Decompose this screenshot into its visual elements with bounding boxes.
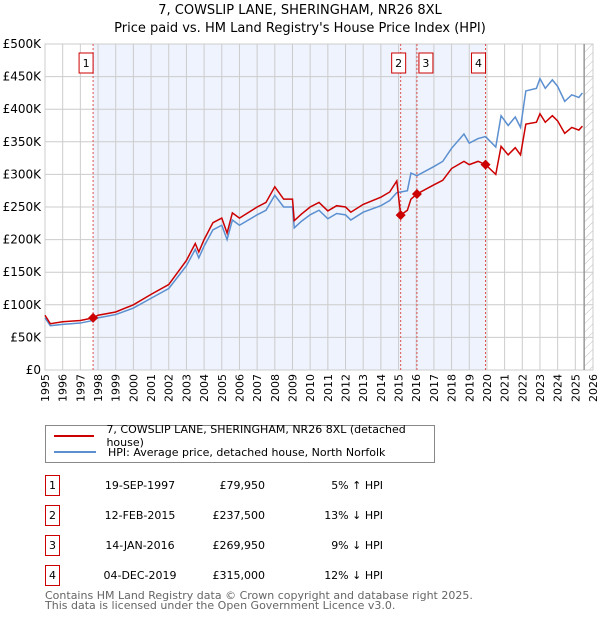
x-tick-label: 2009 <box>286 374 299 402</box>
x-tick-label: 2015 <box>393 374 406 402</box>
sale-label: 3 <box>422 57 429 70</box>
sale-point <box>88 312 99 323</box>
x-tick-label: 1996 <box>57 374 70 402</box>
sale-label: 4 <box>475 57 482 70</box>
sale-hpi-diff: 9% ↓ HPI <box>331 539 383 552</box>
y-tick-label: £400K <box>3 102 43 116</box>
x-tick-label: 2023 <box>534 374 547 402</box>
x-tick-label: 2014 <box>375 374 388 402</box>
plot-area: 1995 1996 1997 1998 1999 2000 2001 2002 2003 2004… <box>3 37 600 402</box>
sale-number: 3 <box>45 535 60 556</box>
x-tick-label: 2007 <box>251 374 264 402</box>
legend-label: 7, COWSLIP LANE, SHERINGHAM, NR26 8XL (d… <box>106 423 406 449</box>
property-price-line <box>44 112 583 325</box>
x-tick-label: 1999 <box>110 374 123 402</box>
sale-number: 4 <box>45 565 60 586</box>
legend-item-property: 7, COWSLIP LANE, SHERINGHAM, NR26 8XL (d… <box>54 423 434 449</box>
y-tick-label: £250K <box>3 200 43 214</box>
x-tick-label: 2013 <box>357 374 370 402</box>
x-tick-label: 2019 <box>463 374 476 402</box>
sale-hpi-diff: 12% ↓ HPI <box>324 569 383 582</box>
footer-copyright: Contains HM Land Registry data © Crown c… <box>45 589 473 602</box>
x-tick-label: 2016 <box>410 374 423 402</box>
y-tick-label: £150K <box>3 265 43 279</box>
x-tick-label: 1995 <box>39 374 52 402</box>
x-tick-label: 2006 <box>233 374 246 402</box>
x-tick-label: 2004 <box>198 374 211 402</box>
x-tick-label: 2010 <box>304 374 317 402</box>
legend: 7, COWSLIP LANE, SHERINGHAM, NR26 8XL (d… <box>45 423 435 463</box>
y-tick-label: £450K <box>3 70 43 84</box>
sale-price: £237,500 <box>212 509 266 522</box>
sale-price: £315,000 <box>212 569 266 582</box>
x-tick-label: 2011 <box>322 374 335 402</box>
x-tick-label: 2003 <box>180 374 193 402</box>
x-tick-label: 2026 <box>587 374 600 402</box>
x-tick-label: 2000 <box>127 374 140 402</box>
sale-point <box>411 188 422 199</box>
sale-number: 2 <box>45 505 60 526</box>
plot-border <box>44 43 594 371</box>
sale-row: 1 19-SEP-1997 £79,950 5% ↑ HPI <box>45 475 465 499</box>
sale-label-box <box>418 52 434 74</box>
sale-date: 04-DEC-2019 <box>103 569 177 582</box>
x-tick-label: 2024 <box>552 374 565 402</box>
sale-label: 1 <box>83 57 90 70</box>
sale-point <box>395 210 406 221</box>
sale-date: 19-SEP-1997 <box>104 479 176 492</box>
x-tick-label: 2005 <box>216 374 229 402</box>
sale-label-box <box>78 52 94 74</box>
sale-date: 12-FEB-2015 <box>104 509 176 522</box>
y-tick-label: £300K <box>3 167 43 181</box>
sale-price: £269,950 <box>212 539 266 552</box>
sale-label-box <box>471 52 487 74</box>
sale-price: £79,950 <box>219 479 266 492</box>
x-tick-label: 2008 <box>269 374 282 402</box>
x-tick-label: 2020 <box>481 374 494 402</box>
x-tick-label: 2018 <box>446 374 459 402</box>
sale-number: 1 <box>45 475 60 496</box>
sale-row: 4 04-DEC-2019 £315,000 12% ↓ HPI <box>45 565 465 589</box>
footer-licence: This data is licensed under the Open Gov… <box>45 599 396 612</box>
sale-row: 2 12-FEB-2015 £237,500 13% ↓ HPI <box>45 505 465 529</box>
x-tick-label: 2002 <box>163 374 176 402</box>
legend-item-hpi: HPI: Average price, detached house, Nort… <box>54 444 385 460</box>
y-tick-label: £100K <box>3 298 43 312</box>
y-tick-label: £50K <box>10 330 42 344</box>
chart-title: 7, COWSLIP LANE, SHERINGHAM, NR26 8XL <box>158 3 442 18</box>
sale-label-box <box>391 52 407 74</box>
sale-hpi-diff: 5% ↑ HPI <box>331 479 383 492</box>
legend-swatch-blue <box>54 451 96 453</box>
chart-subtitle: Price paid vs. HM Land Registry's House … <box>114 21 486 36</box>
y-tick-label: £0 <box>26 363 41 377</box>
x-tick-label: 2021 <box>499 374 512 402</box>
y-tick-label: £200K <box>3 233 43 247</box>
x-tick-label: 2025 <box>569 374 582 402</box>
x-tick-label: 2022 <box>516 374 529 402</box>
x-tick-label: 1997 <box>74 374 87 402</box>
x-tick-label: 1998 <box>92 374 105 402</box>
legend-swatch-red <box>54 435 95 437</box>
y-tick-label: £350K <box>3 135 43 149</box>
sale-row: 3 14-JAN-2016 £269,950 9% ↓ HPI <box>45 535 465 559</box>
x-tick-label: 2012 <box>340 374 353 402</box>
x-tick-label: 2017 <box>428 374 441 402</box>
legend-label: HPI: Average price, detached house, Nort… <box>108 445 386 459</box>
y-tick-label: £500K <box>3 37 43 51</box>
sale-date: 14-JAN-2016 <box>105 539 175 552</box>
sale-hpi-diff: 13% ↓ HPI <box>324 509 383 522</box>
sale-label: 2 <box>395 57 402 70</box>
x-tick-label: 2001 <box>145 374 158 402</box>
hpi-line <box>44 76 583 327</box>
sale-point <box>480 159 491 170</box>
